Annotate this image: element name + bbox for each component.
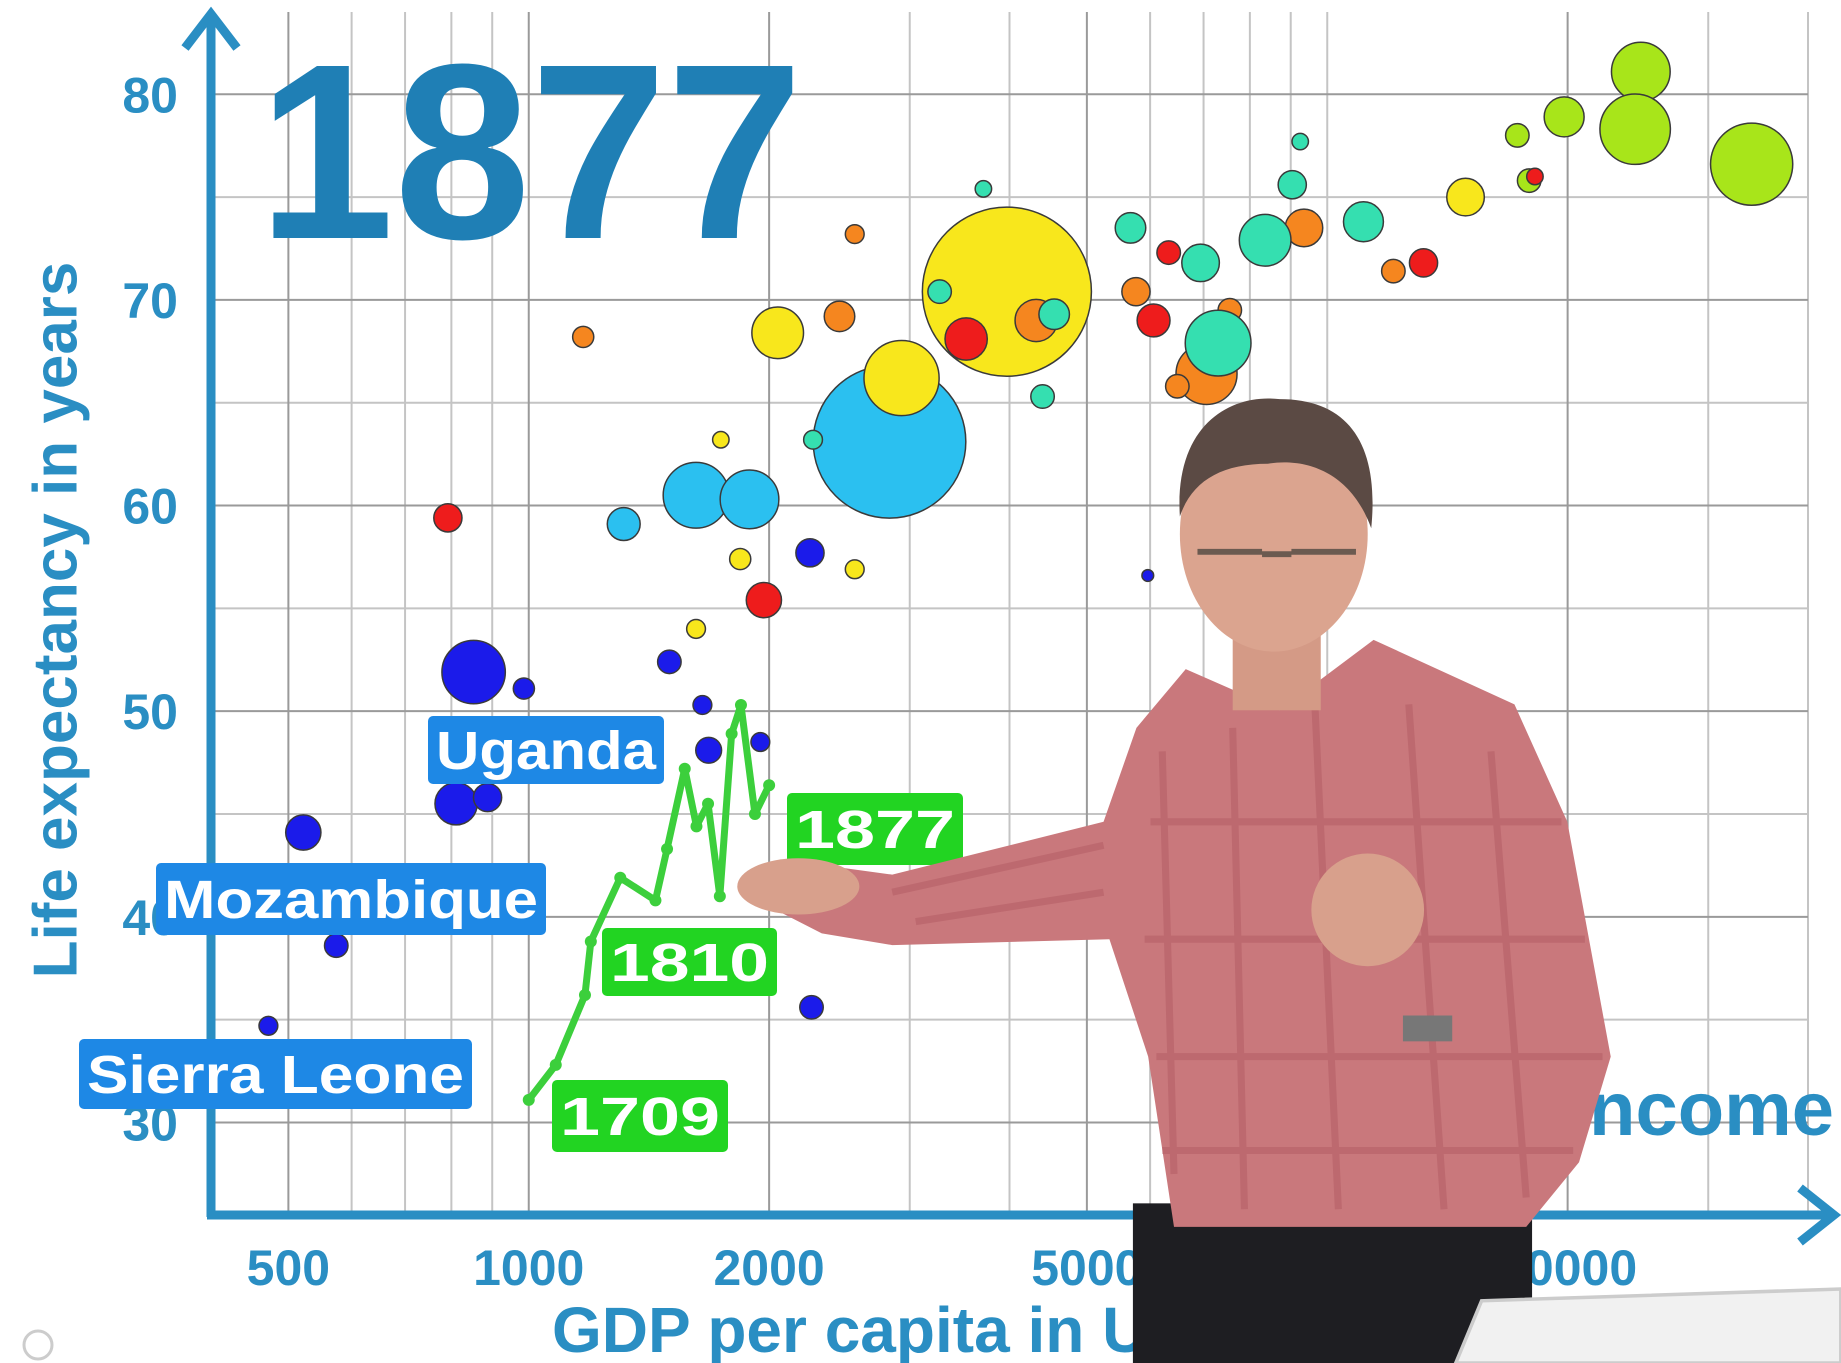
bubble — [1409, 249, 1437, 277]
bubble — [1182, 244, 1220, 282]
bubble — [1031, 385, 1054, 408]
bubble — [713, 432, 729, 448]
bubble — [473, 783, 501, 811]
bubble — [286, 815, 321, 850]
bubble — [1137, 304, 1170, 337]
bubble — [1039, 299, 1070, 330]
x-tick-label: 1000 — [473, 1240, 584, 1296]
bubble — [693, 696, 712, 715]
x-tick-label: 500 — [247, 1240, 330, 1296]
y-tick-label: 60 — [122, 479, 178, 535]
bubble — [1239, 214, 1291, 266]
y-tick-label: 80 — [122, 67, 178, 123]
bubble — [720, 470, 779, 529]
bubble — [435, 783, 477, 825]
bubble — [800, 996, 823, 1019]
bubble — [1142, 570, 1154, 582]
y-axis-title: Life expectancy in years — [21, 262, 90, 979]
trail-point — [661, 843, 673, 855]
presenter-fist — [1311, 853, 1424, 966]
bubble — [1600, 94, 1670, 164]
bubble — [1278, 171, 1306, 199]
chart: 1877 50010002000500020000304050607080 Li… — [0, 0, 1841, 1363]
bubble — [1611, 42, 1670, 101]
bubble — [746, 583, 781, 618]
corner-label: Income — [1568, 1067, 1834, 1152]
presenter-watch — [1403, 1016, 1452, 1042]
trail-point — [763, 779, 775, 791]
label-text: 1877 — [795, 800, 955, 860]
bubble — [1382, 259, 1405, 282]
bubble — [752, 307, 804, 359]
bubble — [442, 640, 505, 703]
bubble — [434, 504, 462, 532]
presenter-glasses — [1197, 552, 1355, 554]
bubble — [687, 620, 706, 639]
bubble — [325, 934, 348, 957]
label-text: Mozambique — [164, 870, 538, 930]
bubble — [804, 430, 823, 449]
bubble — [1544, 97, 1584, 137]
bubble — [607, 508, 640, 541]
x-axis-title: GDP per capita in US$ — [552, 1294, 1227, 1363]
trail-point — [550, 1059, 562, 1071]
label-text: Uganda — [436, 721, 657, 781]
bubble — [845, 560, 864, 579]
bubble — [259, 1016, 278, 1035]
laptop — [1456, 1289, 1841, 1363]
bubble — [975, 181, 991, 197]
bubble — [1292, 133, 1308, 149]
bubble — [1185, 310, 1251, 376]
bubble — [945, 318, 987, 360]
bubble — [928, 280, 951, 303]
bubble — [1447, 178, 1485, 216]
trail-point — [702, 798, 714, 810]
bubble — [1343, 202, 1383, 242]
bubble — [845, 225, 864, 244]
trail-point — [690, 820, 702, 832]
y-tick-label: 50 — [122, 684, 178, 740]
label-text: 1810 — [610, 933, 769, 993]
bubble — [1527, 168, 1543, 184]
bubble — [1166, 375, 1189, 398]
x-tick-label: 2000 — [714, 1240, 825, 1296]
bubble — [1115, 213, 1146, 244]
bubble — [796, 539, 824, 567]
page: 1877 50010002000500020000304050607080 Li… — [0, 0, 1841, 1363]
label-text: Sierra Leone — [87, 1045, 464, 1105]
trail-point — [749, 808, 761, 820]
trail-point — [679, 763, 691, 775]
bubble — [696, 737, 722, 763]
bubble — [573, 326, 594, 347]
bubble — [730, 548, 751, 569]
bubble — [513, 678, 534, 699]
bubble — [663, 462, 729, 528]
y-tick-label: 70 — [122, 273, 178, 329]
bubble — [1122, 278, 1150, 306]
trail-point — [649, 894, 661, 906]
trail-point — [523, 1094, 535, 1106]
label-text: 1709 — [560, 1087, 720, 1147]
x-tick-label: 5000 — [1031, 1240, 1142, 1296]
bubble — [1506, 124, 1529, 147]
bubble — [824, 301, 855, 332]
trail-point — [585, 935, 597, 947]
chart-title: 1877 — [258, 12, 803, 291]
trail-point — [614, 872, 626, 884]
bubble — [751, 733, 770, 752]
bubble — [658, 650, 681, 673]
bubble — [864, 340, 939, 415]
bubble — [1711, 123, 1793, 205]
trail-point — [579, 989, 591, 1001]
trail-point — [726, 728, 738, 740]
bubble — [1157, 241, 1180, 264]
presenter-hand — [737, 858, 859, 914]
trail-point — [735, 699, 747, 711]
trail-point — [714, 890, 726, 902]
